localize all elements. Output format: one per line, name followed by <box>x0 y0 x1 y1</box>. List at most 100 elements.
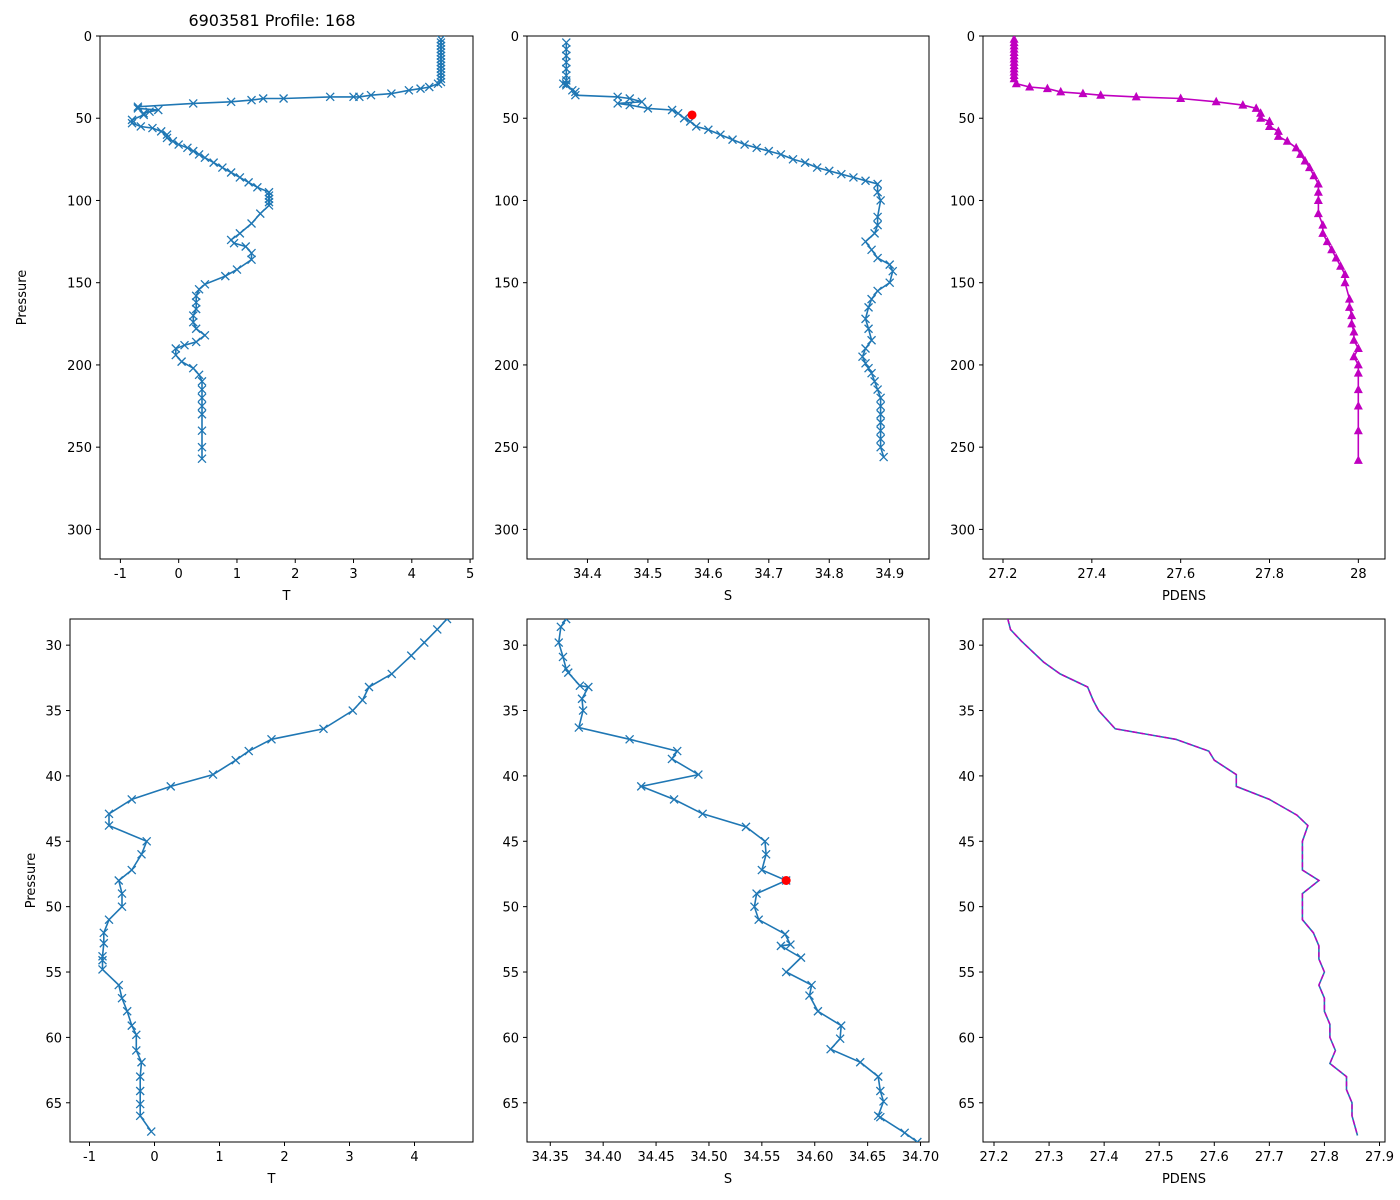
data-point <box>432 625 442 634</box>
data-point <box>761 849 771 859</box>
data-point <box>194 370 204 380</box>
data-point <box>1176 93 1186 102</box>
data-point <box>264 194 274 204</box>
data-point <box>1256 108 1266 117</box>
y-tick-label: 150 <box>67 277 92 292</box>
y-tick-label: 50 <box>502 901 519 916</box>
y-tick-label: 50 <box>502 112 519 127</box>
y-tick-label: 60 <box>45 1031 62 1046</box>
y-tick-label: 45 <box>45 835 62 850</box>
data-point <box>1291 142 1301 152</box>
data-point <box>861 237 870 247</box>
x-tick-label: 1 <box>233 567 241 582</box>
data-point <box>349 92 358 102</box>
data-point <box>613 98 623 108</box>
data-point <box>912 1137 922 1142</box>
axes-frame <box>526 618 930 1143</box>
data-point <box>194 149 204 159</box>
data-point <box>667 105 677 115</box>
data-point <box>1349 351 1359 361</box>
data-point <box>554 638 564 647</box>
data-point <box>836 1021 846 1031</box>
highlight-point <box>781 876 791 885</box>
data-point <box>752 143 762 153</box>
data-point <box>137 1057 146 1067</box>
data-point <box>231 755 241 765</box>
data-point <box>876 196 886 205</box>
data-point <box>613 92 623 102</box>
x-tick-label: 27.4 <box>1090 1150 1119 1165</box>
data-point <box>127 794 137 804</box>
panel-top-right: 27.2 27.4 27.6 27.8 28 0 50 100 150 200 250 300 PDEN… <box>950 30 1386 604</box>
x-tick-label: 27.3 <box>1035 1150 1064 1165</box>
y-tick-label: 55 <box>45 966 62 981</box>
data-point <box>1025 81 1035 91</box>
x-tick-label: 34.45 <box>637 1150 674 1165</box>
data-point <box>194 284 204 294</box>
y-tick-label: 65 <box>502 1097 519 1112</box>
y-tick-label: 250 <box>950 441 975 456</box>
data-point <box>788 154 798 164</box>
data-point <box>180 340 189 350</box>
data-point <box>643 103 653 113</box>
data-point <box>387 669 397 679</box>
y-tick-label: 200 <box>494 359 519 374</box>
y-tick-label: 65 <box>958 1097 975 1112</box>
data-point <box>728 135 737 145</box>
plot-area <box>554 619 922 1142</box>
data-point <box>885 278 895 288</box>
data-point <box>191 297 201 307</box>
data-point <box>1300 155 1310 165</box>
data-point <box>1344 294 1354 303</box>
data-point <box>197 454 207 464</box>
data-point <box>208 770 218 780</box>
data-point <box>813 1006 823 1016</box>
data-point <box>1322 236 1332 246</box>
x-tick-label: 3 <box>345 1150 353 1165</box>
axes-frame <box>982 35 1386 560</box>
x-tick-label: -1 <box>114 567 127 582</box>
data-point <box>217 163 227 173</box>
data-point <box>436 71 446 80</box>
data-point <box>235 172 245 182</box>
data-point <box>348 706 358 715</box>
data-point <box>1347 310 1357 320</box>
data-point <box>1353 368 1363 377</box>
data-point <box>578 706 588 715</box>
y-tick-label: 60 <box>958 1031 975 1046</box>
data-point <box>873 179 883 189</box>
data-point <box>386 89 396 99</box>
data-point <box>247 255 256 265</box>
x-tick-label: 3 <box>349 567 357 582</box>
y-tick-label: 40 <box>958 770 975 785</box>
data-point <box>625 100 635 110</box>
axes-frame <box>982 618 1386 1143</box>
data-point <box>252 182 262 192</box>
plot-area <box>558 38 898 462</box>
data-point <box>1282 136 1292 145</box>
data-point <box>114 876 124 885</box>
y-tick-label: 250 <box>67 441 92 456</box>
data-point <box>436 51 446 61</box>
data-point <box>191 337 201 347</box>
data-point <box>145 107 154 117</box>
data-point <box>867 335 877 345</box>
data-point <box>873 187 883 197</box>
data-point <box>117 902 127 912</box>
data-point <box>1273 126 1283 135</box>
data-point <box>436 61 446 71</box>
highlight-point <box>687 110 697 120</box>
data-point <box>570 90 580 100</box>
data-point <box>135 1072 145 1082</box>
data-point <box>691 121 701 131</box>
x-tick-label: 34.6 <box>694 567 723 582</box>
y-tick-label: 100 <box>950 194 975 209</box>
y-tick-label: 40 <box>45 770 62 785</box>
data-point <box>1265 121 1275 130</box>
y-tick-label: 200 <box>950 359 975 374</box>
plot-area <box>98 619 452 1136</box>
data-point <box>1313 195 1323 204</box>
plot-area <box>127 36 446 464</box>
data-point <box>561 619 571 624</box>
